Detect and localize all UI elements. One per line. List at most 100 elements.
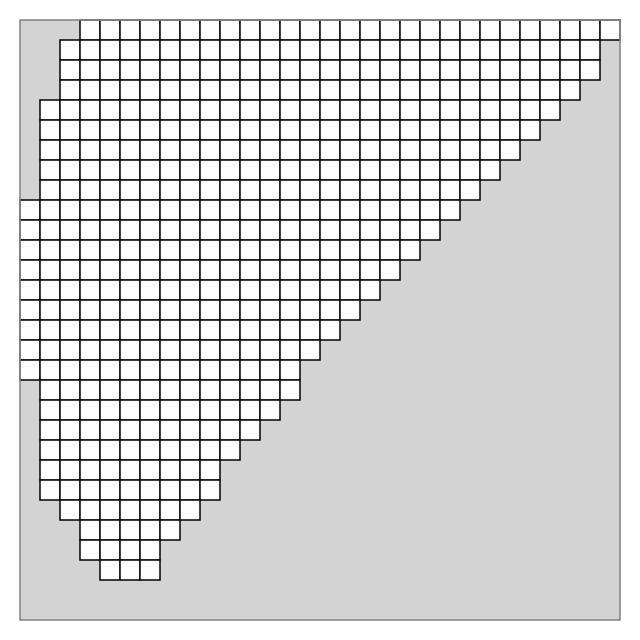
grid-cell [239,259,261,281]
grid-cell [179,479,201,501]
grid-cell [259,299,281,321]
grid-cell [279,139,301,161]
grid-cell [99,259,121,281]
grid-cell [259,279,281,301]
grid-cell [219,79,241,101]
grid-cell [79,239,101,261]
grid-cell [139,39,161,61]
grid-cell [379,219,401,241]
grid-cell [219,259,241,281]
grid-cell [139,499,161,521]
grid-cell [379,119,401,141]
grid-cell [99,299,121,321]
grid-cell [199,119,221,141]
grid-cell [419,139,441,161]
grid-cell [139,19,161,41]
grid-cell [179,379,201,401]
grid-cell [319,139,341,161]
grid-cell [379,79,401,101]
grid-cell [79,139,101,161]
grid-cell [379,139,401,161]
grid-cell [139,379,161,401]
grid-cell [39,459,61,481]
grid-cell [279,299,301,321]
grid-cell [39,419,61,441]
grid-cell [139,299,161,321]
grid-cell [339,99,361,121]
grid-cell [339,279,361,301]
grid-cell [399,179,421,201]
grid-cell [39,139,61,161]
grid-cell [199,79,221,101]
grid-cell [99,339,121,361]
grid-cell [299,99,321,121]
grid-cell [179,459,201,481]
grid-cell [39,179,61,201]
grid-cell [139,239,161,261]
grid-cell [79,99,101,121]
grid-cell [79,479,101,501]
grid-cell [119,299,141,321]
grid-cell [259,159,281,181]
grid-cell [219,39,241,61]
grid-cell [59,239,81,261]
grid-cell [39,219,61,241]
grid-cell [239,219,261,241]
grid-cell [99,359,121,381]
grid-cell [199,259,221,281]
grid-cell [319,79,341,101]
grid-cell [59,139,81,161]
grid-cell [379,19,401,41]
grid-cell [119,379,141,401]
grid-cell [299,139,321,161]
grid-cell [139,79,161,101]
grid-cell [439,179,461,201]
grid-cell [439,79,461,101]
grid-cell [119,119,141,141]
grid-cell [439,59,461,81]
grid-cell [219,119,241,141]
grid-cell [99,419,121,441]
grid-cell [219,159,241,181]
grid-cell [499,79,521,101]
grid-cell [299,59,321,81]
grid-cell [199,379,221,401]
grid-cell [419,119,441,141]
grid-cell [239,19,261,41]
grid-cell [259,219,281,241]
grid-cell [179,359,201,381]
grid-cell [159,39,181,61]
grid-cell [59,479,81,501]
grid-cell [439,139,461,161]
grid-cell [179,339,201,361]
grid-cell [139,559,161,581]
grid-cell [219,219,241,241]
grid-cell [299,19,321,41]
grid-cell [139,139,161,161]
grid-cell [399,59,421,81]
grid-cell [259,399,281,421]
grid-cell [399,159,421,181]
grid-cell [119,199,141,221]
grid-cell [59,39,81,61]
grid-cell [379,59,401,81]
grid-cell [239,279,261,301]
grid-cell [359,199,381,221]
grid-cell [199,139,221,161]
grid-cell [299,299,321,321]
grid-cell [219,179,241,201]
grid-cell [299,259,321,281]
grid-cell [19,319,41,341]
grid-cell [79,459,101,481]
grid-cell [359,279,381,301]
grid-cell [59,499,81,521]
grid-cell [199,339,221,361]
grid-cell [359,139,381,161]
grid-cell [279,199,301,221]
grid-cell [79,39,101,61]
grid-cell [579,59,601,81]
grid-cell [99,499,121,521]
grid-cell [419,199,441,221]
grid-cell [59,399,81,421]
grid-cell [99,59,121,81]
